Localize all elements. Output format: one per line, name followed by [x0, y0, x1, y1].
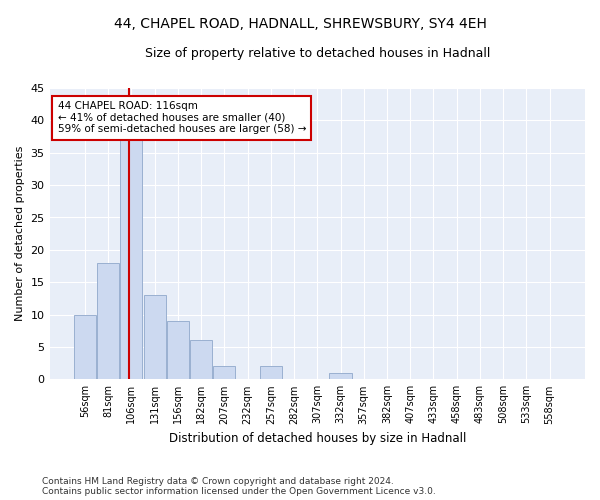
Bar [190, 340, 212, 380]
Bar [143, 295, 166, 380]
Bar [74, 314, 96, 380]
Text: Contains HM Land Registry data © Crown copyright and database right 2024.: Contains HM Land Registry data © Crown c… [42, 477, 394, 486]
Title: Size of property relative to detached houses in Hadnall: Size of property relative to detached ho… [145, 48, 490, 60]
X-axis label: Distribution of detached houses by size in Hadnall: Distribution of detached houses by size … [169, 432, 466, 445]
Bar [121, 140, 142, 380]
Text: 44 CHAPEL ROAD: 116sqm
← 41% of detached houses are smaller (40)
59% of semi-det: 44 CHAPEL ROAD: 116sqm ← 41% of detached… [58, 101, 306, 134]
Bar [97, 263, 119, 380]
Bar [213, 366, 235, 380]
Bar [260, 366, 282, 380]
Bar [167, 321, 189, 380]
Text: 44, CHAPEL ROAD, HADNALL, SHREWSBURY, SY4 4EH: 44, CHAPEL ROAD, HADNALL, SHREWSBURY, SY… [113, 18, 487, 32]
Y-axis label: Number of detached properties: Number of detached properties [15, 146, 25, 322]
Bar [329, 373, 352, 380]
Text: Contains public sector information licensed under the Open Government Licence v3: Contains public sector information licen… [42, 487, 436, 496]
